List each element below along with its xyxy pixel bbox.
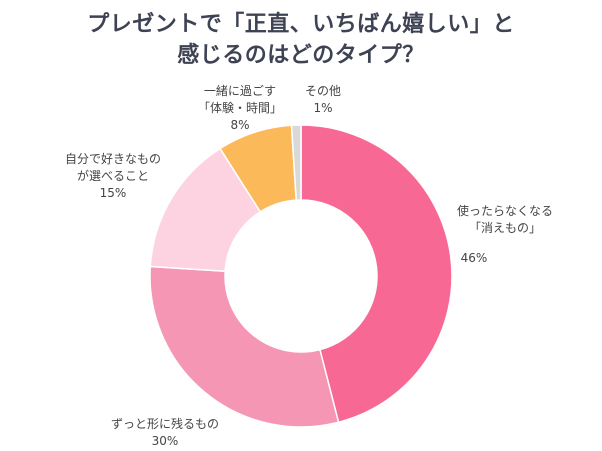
slice-label-lasting: ずっと形に残るもの 30% [111,416,219,450]
slice-label-line: 自分で好きなもの [64,152,162,166]
slice-value-consumables: 46% [460,251,488,265]
slice-label-line: ずっと形に残るもの [110,417,220,431]
slice-label-line: 一緒に過ごす [203,84,277,98]
donut-slice-other [290,124,302,201]
slice-value: 30% [151,434,179,448]
slice-label-line: 使ったらなくなる [456,204,554,218]
slice-value: 1% [313,101,333,115]
slice-label-line: 「体験・時間」 [197,101,283,115]
chart-title-line-2: 感じるのはどのタイプ？ [177,43,425,68]
slice-label-line: が選べること [76,169,150,183]
slice-label-line: その他 [304,84,342,98]
slice-value: 8% [230,118,250,132]
slice-label-line: 「消えもの」 [468,221,542,235]
slice-value: 15% [99,186,127,200]
slice-label-choice: 自分で好きなもの が選べること 15% [65,151,161,202]
donut-slice-consumables [300,124,453,424]
slice-label-consumables: 使ったらなくなる 「消えもの」 [457,203,553,237]
chart-title-line-1: プレゼントで「正直、いちばん嬉しい」と [87,12,515,37]
slice-label-experience: 一緒に過ごす 「体験・時間」 8% [198,83,282,134]
donut-slice-lasting [149,265,340,428]
slice-label-other: その他 1% [305,83,341,117]
